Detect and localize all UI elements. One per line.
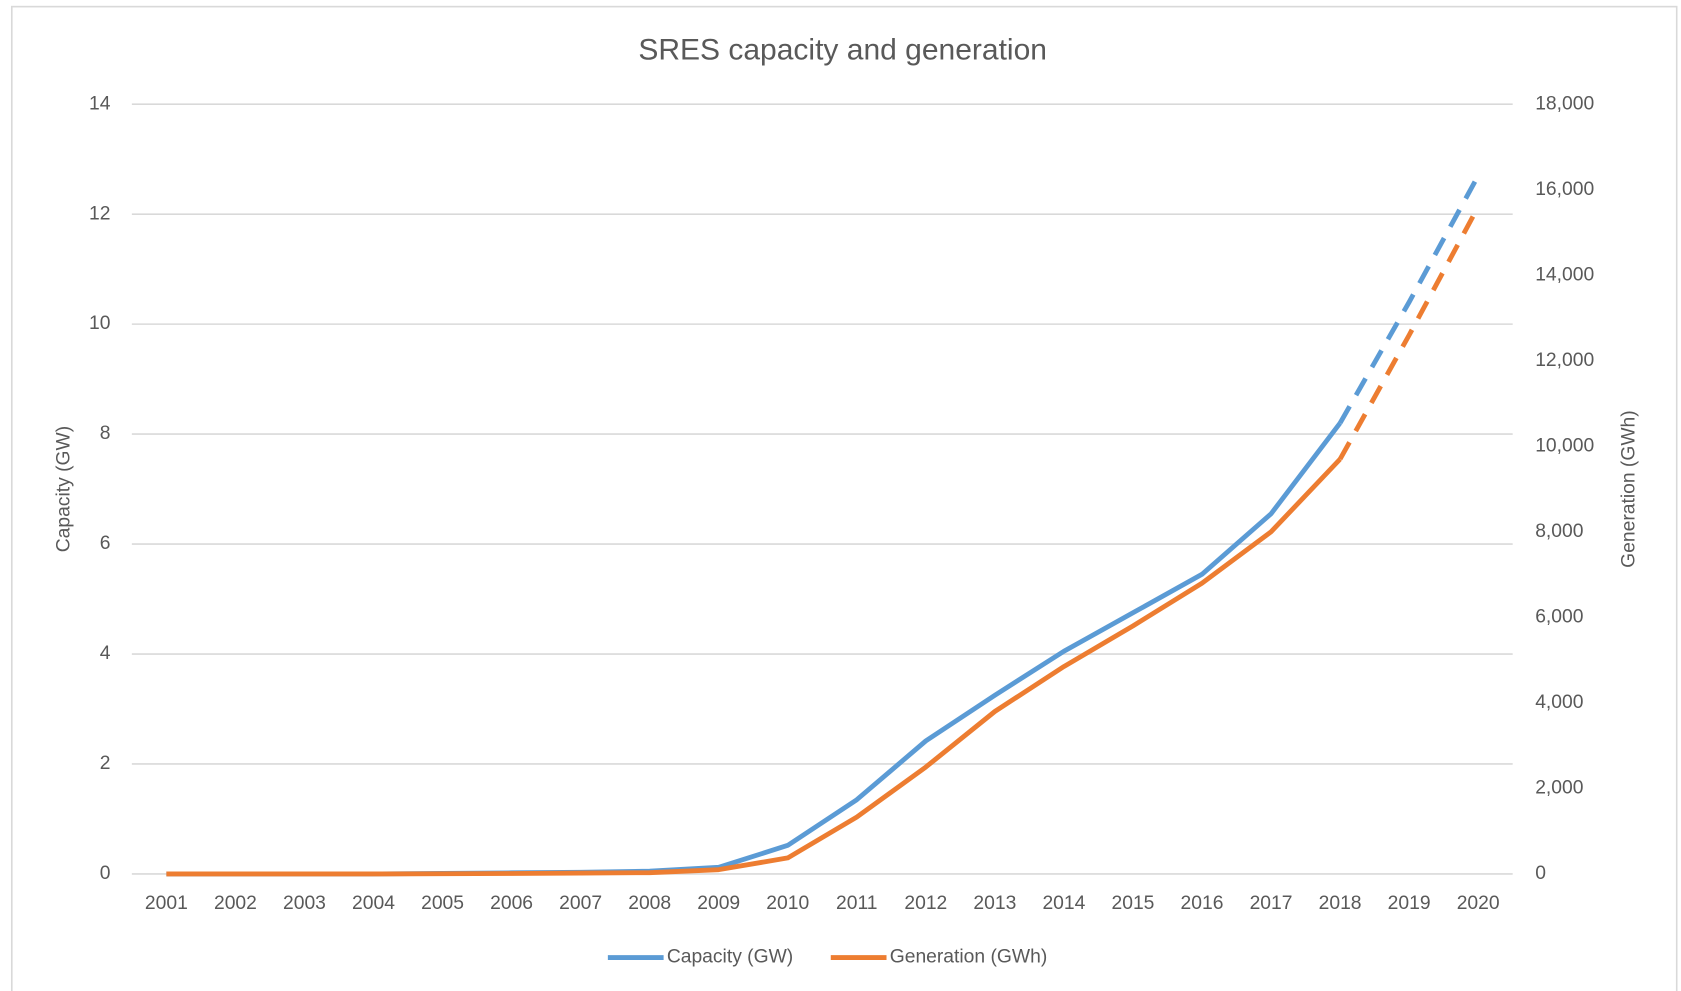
y-tick-label: 14 [89,93,111,114]
x-tick-label: 2019 [1388,893,1431,914]
x-tick-label: 2011 [836,893,877,914]
x-tick-label: 2016 [1181,893,1224,914]
y-axis-title: Capacity (GW) [53,426,74,552]
x-tick-label: 2007 [559,893,602,914]
chart-border [10,5,1678,991]
x-tick-label: 2017 [1250,893,1293,914]
y2-tick-label: 12,000 [1535,350,1594,371]
y2-axis-title: Generation (GWh) [1619,410,1640,568]
x-tick-label: 2002 [214,893,257,914]
x-tick-label: 2005 [421,893,464,914]
projected-line [1337,205,1481,461]
x-tick-label: 2013 [973,893,1016,914]
y2-tick-label: 18,000 [1535,93,1594,114]
y-tick-label: 2 [100,753,111,774]
series-line [166,457,1342,877]
x-tick-label: 2014 [1042,893,1085,914]
y2-tick-label: 2,000 [1535,778,1583,799]
y-tick-label: 4 [100,643,111,664]
x-tick-label: 2012 [904,893,947,914]
y2-tick-label: 4,000 [1535,692,1583,713]
x-tick-label: 2006 [490,893,533,914]
legend-label: Capacity (GW) [667,947,793,968]
y2-tick-label: 0 [1535,863,1546,884]
x-tick-label: 2015 [1112,893,1155,914]
chart-title: SRES capacity and generation [638,34,1047,67]
y2-tick-label: 14,000 [1535,264,1594,285]
y2-tick-label: 16,000 [1535,179,1594,200]
x-tick-label: 2001 [145,893,188,914]
y-tick-label: 6 [100,533,111,554]
x-tick-label: 2004 [352,893,395,914]
x-tick-label: 2003 [283,893,326,914]
x-tick-label: 2010 [766,893,809,914]
x-tick-label: 2018 [1319,893,1362,914]
x-tick-label: 2008 [628,893,671,914]
y-tick-label: 8 [100,423,111,444]
legend-label: Generation (GWh) [890,947,1048,968]
y2-tick-label: 10,000 [1535,435,1594,456]
x-tick-label: 2020 [1457,893,1500,914]
y2-tick-label: 8,000 [1535,521,1583,542]
y2-tick-label: 6,000 [1535,606,1583,627]
x-tick-label: 2009 [697,893,740,914]
y-tick-label: 12 [89,203,110,224]
projected-line [1337,174,1481,425]
y-tick-label: 10 [89,313,110,334]
y-tick-label: 0 [100,863,111,884]
